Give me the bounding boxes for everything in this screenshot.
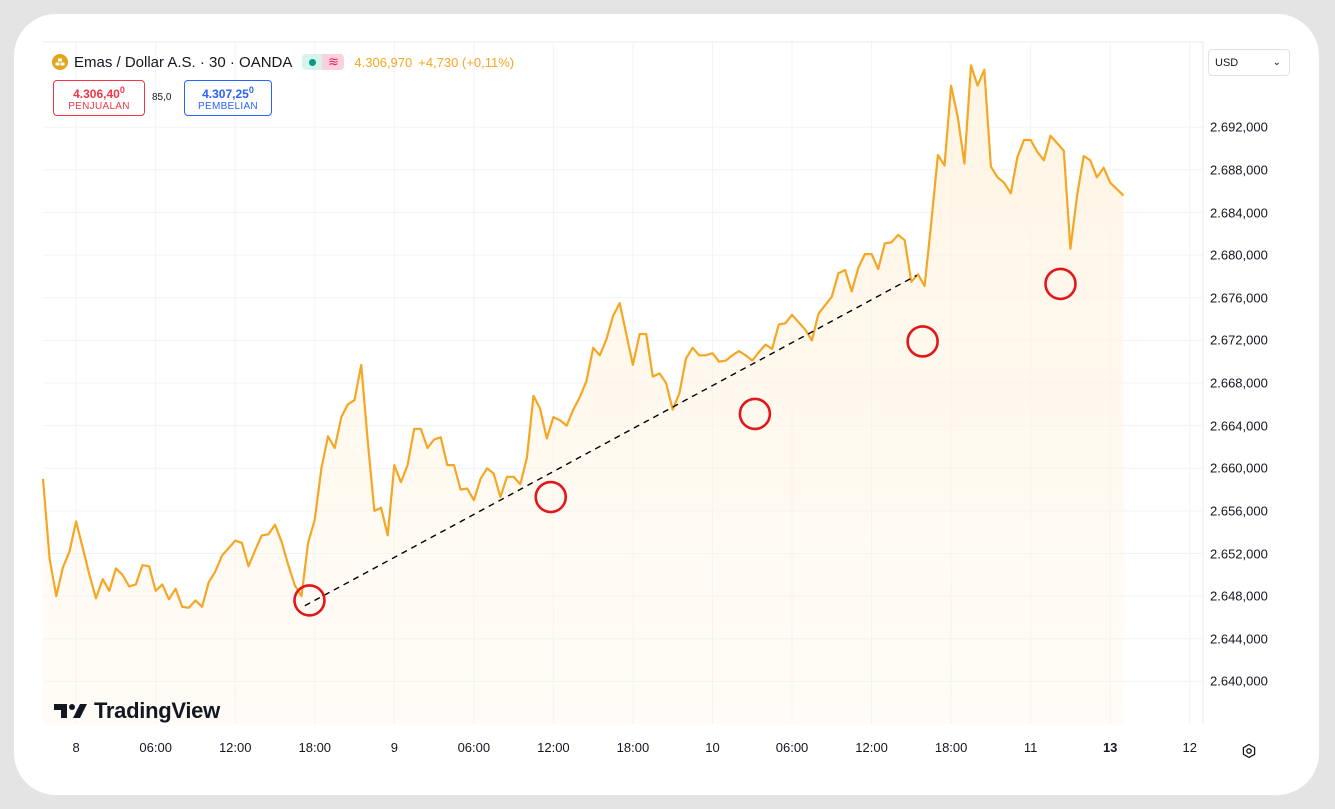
- x-tick-label: 12:00: [537, 740, 570, 755]
- support-trendline: [304, 274, 917, 607]
- y-tick-label: 2.688,000: [1210, 162, 1268, 178]
- y-tick-label: 2.672,000: [1210, 332, 1268, 348]
- y-tick-label: 2.648,000: [1210, 588, 1268, 604]
- sell-price: 4.306,400: [73, 85, 125, 101]
- x-tick-label: 12: [1182, 740, 1197, 755]
- touch-point-marker-2: [534, 480, 568, 514]
- y-tick-label: 2.676,000: [1210, 290, 1268, 306]
- price-chart[interactable]: [14, 14, 1319, 795]
- delayed-data-icon: ≋: [322, 54, 345, 70]
- touch-point-marker-5: [1044, 267, 1077, 301]
- gold-bars-icon: [52, 54, 68, 70]
- y-tick-label: 2.684,000: [1210, 205, 1268, 220]
- y-tick-label: 2.660,000: [1210, 460, 1268, 476]
- currency-value: USD: [1215, 56, 1239, 69]
- y-tick-label: 2.680,000: [1210, 247, 1268, 263]
- y-tick-label: 2.640,000: [1210, 673, 1268, 689]
- chevron-down-icon: ⌄: [1272, 57, 1281, 68]
- spread-value: 85,0: [152, 92, 172, 103]
- price-area-fill: [43, 65, 1124, 724]
- x-tick-label: 8: [72, 740, 80, 755]
- y-tick-label: 2.668,000: [1210, 375, 1268, 391]
- touch-point-marker-1: [293, 584, 326, 617]
- y-tick-label: 2.644,000: [1210, 631, 1268, 647]
- y-tick-label: 2.664,000: [1210, 418, 1268, 434]
- buy-price: 4.307,250: [202, 85, 254, 101]
- buy-label: PEMBELIAN: [198, 101, 258, 112]
- x-tick-label: 11: [1023, 740, 1038, 755]
- sell-button[interactable]: 4.306,400 PENJUALAN: [53, 80, 145, 116]
- price-change: +4,730 (+0,11%): [418, 54, 515, 70]
- y-tick-label: 2.652,000: [1210, 546, 1268, 561]
- tradingview-logo[interactable]: TradingView: [54, 698, 220, 724]
- x-tick-label: 06:00: [775, 740, 809, 755]
- market-open-icon: [302, 54, 323, 70]
- symbol-header: Emas / Dollar A.S. · 30 · OANDA ≋ 4.306,…: [52, 52, 514, 72]
- chart-area[interactable]: [14, 14, 1319, 795]
- x-tick-label: 06:00: [457, 740, 491, 755]
- y-tick-label: 2.692,000: [1210, 119, 1268, 135]
- x-tick-label: 18:00: [298, 740, 332, 755]
- sell-label: PENJUALAN: [68, 101, 130, 112]
- x-tick-label: 18:00: [934, 740, 968, 755]
- logo-text: TradingView: [94, 698, 220, 723]
- x-tick-label: 12:00: [218, 740, 252, 755]
- x-tick-label: 9: [390, 740, 398, 755]
- y-tick-label: 2.656,000: [1210, 503, 1268, 519]
- x-tick-label: 12:00: [855, 740, 888, 755]
- buy-button[interactable]: 4.307,250 PEMBELIAN: [184, 80, 272, 116]
- status-pill[interactable]: ≋: [302, 54, 345, 70]
- x-tick-label: 13: [1102, 740, 1118, 755]
- price-line: [41, 64, 1125, 609]
- touch-point-marker-4: [906, 325, 939, 358]
- currency-select[interactable]: USD ⌄: [1208, 49, 1290, 76]
- settings-icon[interactable]: [1240, 742, 1258, 760]
- x-tick-label: 06:00: [139, 740, 172, 755]
- chart-card: Emas / Dollar A.S. · 30 · OANDA ≋ 4.306,…: [14, 14, 1319, 795]
- x-tick-label: 10: [705, 740, 720, 755]
- x-tick-label: 18:00: [616, 740, 650, 755]
- touch-point-marker-3: [738, 397, 772, 431]
- tradingview-logo-icon: [54, 704, 87, 718]
- symbol-name[interactable]: Emas / Dollar A.S. · 30 · OANDA: [74, 53, 293, 71]
- last-price: 4.306,970: [354, 54, 413, 70]
